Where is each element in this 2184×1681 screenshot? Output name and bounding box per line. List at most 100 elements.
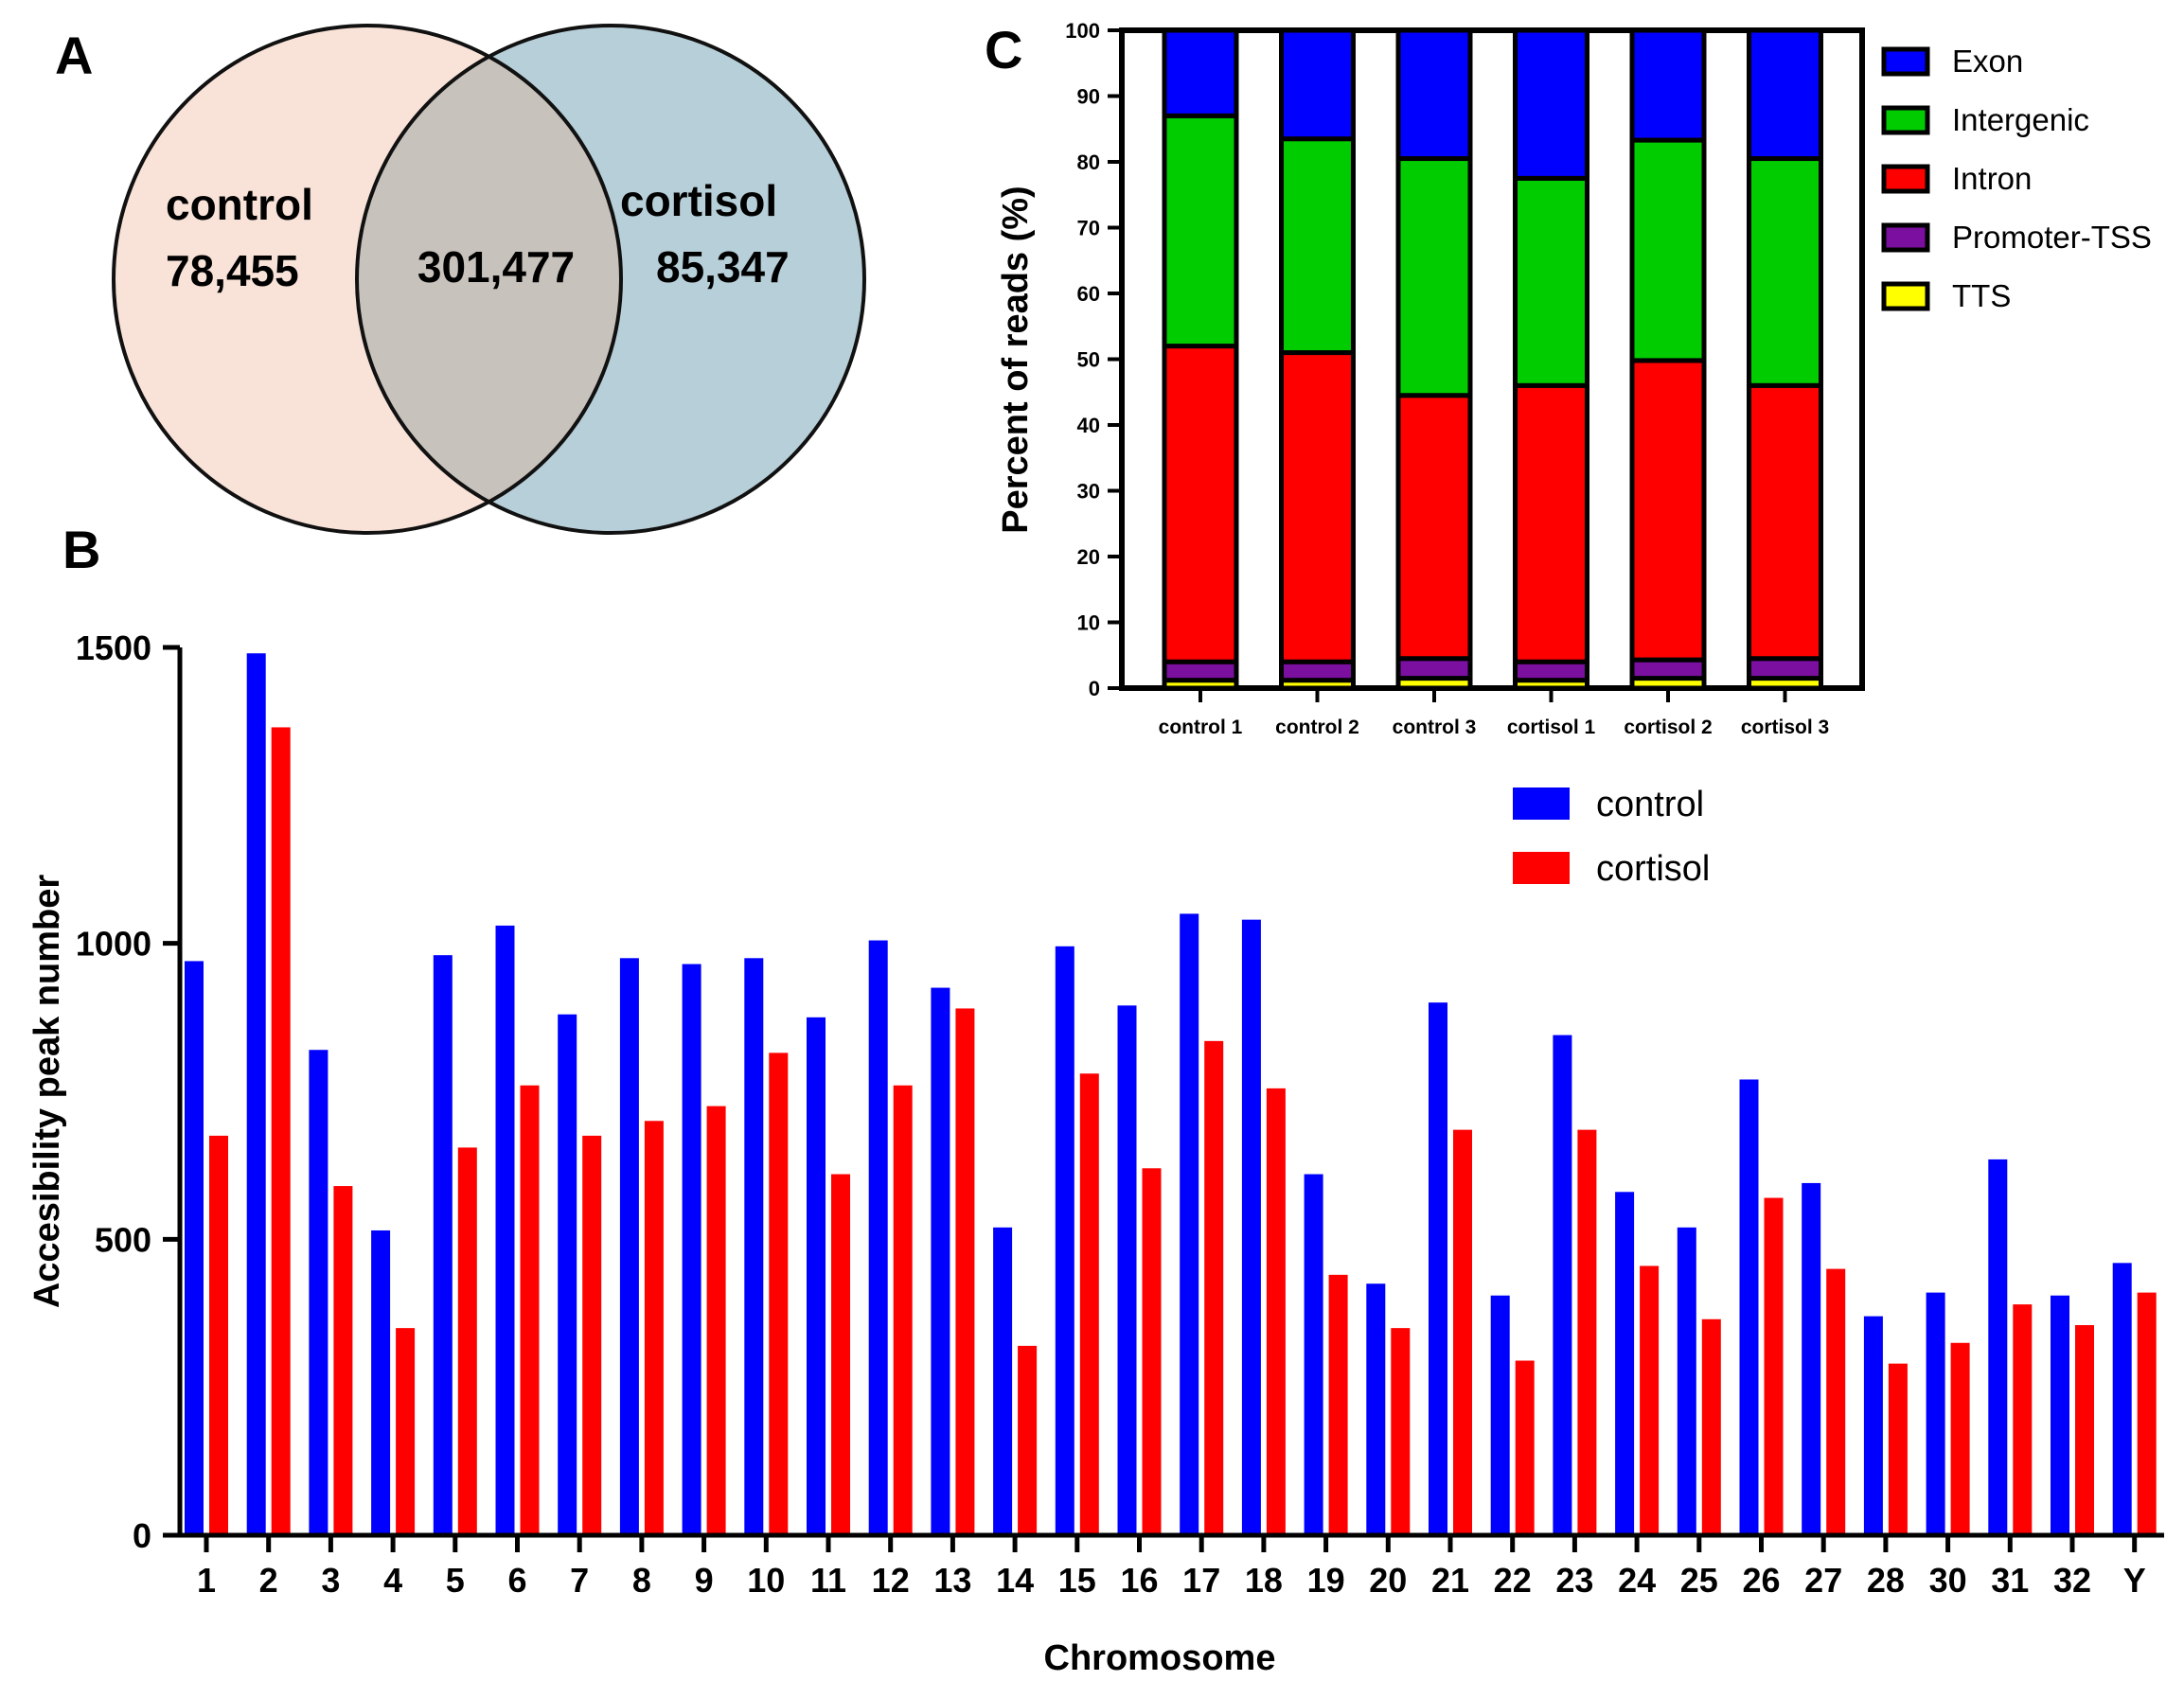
c-x-tick-label: cortisol 3 xyxy=(1741,717,1829,738)
c-legend-label-promoter-tss: Promoter-TSS xyxy=(1952,220,2152,255)
b-bar-cortisol-chr-9 xyxy=(706,1106,726,1535)
c-y-axis-label: Percent of reads (%) xyxy=(996,186,1036,533)
b-bar-cortisol-chr-19 xyxy=(1328,1274,1348,1535)
c-segment-promoter-tss-cortisol-1 xyxy=(1513,659,1589,683)
c-segment-promoter-tss-control-2 xyxy=(1279,659,1356,683)
c-segment-intergenic-cortisol-2 xyxy=(1629,137,1707,363)
c-y-tick-label: 0 xyxy=(1089,677,1100,700)
c-y-tick-label: 60 xyxy=(1077,282,1100,306)
c-y-tick-label: 100 xyxy=(1065,19,1100,43)
b-bar-control-chr-15 xyxy=(1055,946,1074,1535)
b-bar-control-chr-21 xyxy=(1429,1002,1447,1535)
b-bar-cortisol-chr-30 xyxy=(1950,1342,1970,1535)
c-legend-label-exon: Exon xyxy=(1952,44,2023,79)
b-bar-cortisol-chr-17 xyxy=(1204,1040,1224,1535)
b-bar-control-chr-31 xyxy=(1988,1159,2008,1535)
b-bar-cortisol-chr-16 xyxy=(1142,1168,1162,1535)
venn-outline-control xyxy=(112,24,623,535)
b-bar-cortisol-chr-22 xyxy=(1515,1360,1535,1535)
c-y-tick-label: 10 xyxy=(1077,611,1100,635)
venn-count-control: 78,455 xyxy=(166,246,299,295)
c-segment-intron-control-1 xyxy=(1162,344,1239,664)
c-legend-swatch-intergenic xyxy=(1881,105,1930,135)
b-bar-cortisol-chr-1 xyxy=(209,1135,228,1535)
venn-outline-cortisol xyxy=(355,24,866,535)
venn-label-control: control xyxy=(166,180,313,229)
c-segment-promoter-tss-control-3 xyxy=(1395,656,1473,681)
b-y-tick-label: 1000 xyxy=(76,925,151,964)
b-x-tick-label: 22 xyxy=(1494,1561,1532,1600)
c-legend-label-tts: TTS xyxy=(1952,278,2011,313)
venn-diagram: control 78,455 301,477 cortisol 85,347 xyxy=(112,24,866,535)
c-y-ticks: 0 10 20 30 40 50 60 70 80 90 100 xyxy=(1065,19,1122,700)
b-legend-label-control: control xyxy=(1596,785,1704,824)
c-plot-frame xyxy=(1119,27,1865,691)
b-bar-cortisol-chr-23 xyxy=(1577,1129,1597,1535)
c-segment-intron-cortisol-2 xyxy=(1629,358,1707,663)
b-legend-swatch-control xyxy=(1513,787,1570,820)
b-bar-control-chr-y xyxy=(2112,1263,2132,1535)
b-bar-control-chr-24 xyxy=(1615,1192,1635,1535)
b-x-tick-label: 17 xyxy=(1182,1561,1220,1600)
b-x-ticks: 1 2 3 4 5 6 7 8 9 10 11 12 13 14 15 16 17 18 19 20 21 22 23 24 2… xyxy=(197,1535,2146,1600)
c-legend-swatch-tts xyxy=(1881,281,1930,311)
b-legend-swatch-cortisol xyxy=(1513,852,1570,884)
b-x-tick-label: 24 xyxy=(1618,1561,1656,1600)
b-x-tick-label: 2 xyxy=(259,1561,278,1600)
c-legend-label-intergenic: Intergenic xyxy=(1952,102,2089,137)
c-x-tick-label: control 2 xyxy=(1275,717,1359,738)
b-bar-control-chr-18 xyxy=(1241,919,1261,1535)
c-segment-exon-cortisol-3 xyxy=(1747,27,1823,162)
c-x-ticks: control 1 control 2 control 3 cortisol 1 cor… xyxy=(1159,688,1829,738)
b-bar-control-chr-27 xyxy=(1802,1182,1821,1535)
b-bar-cortisol-chr-6 xyxy=(520,1085,540,1535)
b-bar-control-chr-23 xyxy=(1553,1035,1572,1535)
b-x-tick-label: 16 xyxy=(1120,1561,1158,1600)
venn-overlap-region xyxy=(357,26,621,533)
b-bar-cortisol-chr-21 xyxy=(1453,1129,1472,1535)
c-y-tick-label: 70 xyxy=(1077,217,1100,240)
c-segment-intergenic-control-1 xyxy=(1162,113,1239,349)
b-bar-cortisol-chr-13 xyxy=(955,1008,975,1535)
b-x-tick-label: 12 xyxy=(872,1561,910,1600)
b-x-tick-label: 8 xyxy=(632,1561,651,1600)
b-bar-cortisol-chr-4 xyxy=(396,1328,416,1535)
b-y-tick-label: 1500 xyxy=(76,628,151,667)
b-bar-cortisol-chr-10 xyxy=(769,1053,789,1535)
b-bar-control-chr-12 xyxy=(868,940,888,1535)
b-x-tick-label: 14 xyxy=(996,1561,1034,1600)
b-bar-cortisol-chr-12 xyxy=(893,1085,913,1535)
b-x-tick-label: 4 xyxy=(383,1561,402,1600)
b-bar-cortisol-chr-14 xyxy=(1018,1345,1038,1535)
b-bar-control-chr-11 xyxy=(807,1017,826,1535)
b-bar-control-chr-16 xyxy=(1117,1005,1137,1535)
c-y-tick-label: 20 xyxy=(1077,545,1100,569)
b-x-tick-label: Y xyxy=(2123,1561,2146,1600)
c-y-tick-label: 30 xyxy=(1077,480,1100,504)
b-bar-control-chr-4 xyxy=(371,1230,391,1535)
b-bar-cortisol-chr-20 xyxy=(1391,1328,1411,1535)
c-segment-intron-cortisol-3 xyxy=(1747,382,1823,662)
b-legend-label-cortisol: cortisol xyxy=(1596,849,1710,889)
b-bar-cortisol-chr-31 xyxy=(2013,1304,2033,1535)
b-bar-control-chr-30 xyxy=(1926,1292,1945,1535)
b-x-tick-label: 23 xyxy=(1555,1561,1593,1600)
b-x-axis-label: Chromosome xyxy=(1044,1638,1276,1678)
b-x-tick-label: 30 xyxy=(1929,1561,1967,1600)
c-y-tick-label: 90 xyxy=(1077,85,1100,109)
b-bar-control-chr-22 xyxy=(1490,1295,1510,1535)
venn-label-cortisol: cortisol xyxy=(620,176,777,225)
b-x-tick-label: 21 xyxy=(1431,1561,1469,1600)
c-legend-swatch-promoter-tss xyxy=(1881,222,1930,253)
b-bar-cortisol-chr-2 xyxy=(271,727,291,1535)
b-bar-cortisol-chr-18 xyxy=(1266,1088,1286,1535)
c-segment-promoter-tss-cortisol-2 xyxy=(1629,657,1707,681)
b-bar-control-chr-14 xyxy=(993,1227,1013,1535)
b-bar-control-chr-9 xyxy=(682,964,701,1535)
b-bars xyxy=(185,653,2157,1535)
c-segment-intron-control-2 xyxy=(1279,350,1356,664)
b-x-tick-label: 26 xyxy=(1742,1561,1780,1600)
b-x-tick-label: 9 xyxy=(695,1561,714,1600)
b-y-axis-label: Accesibility peak number xyxy=(27,875,67,1308)
